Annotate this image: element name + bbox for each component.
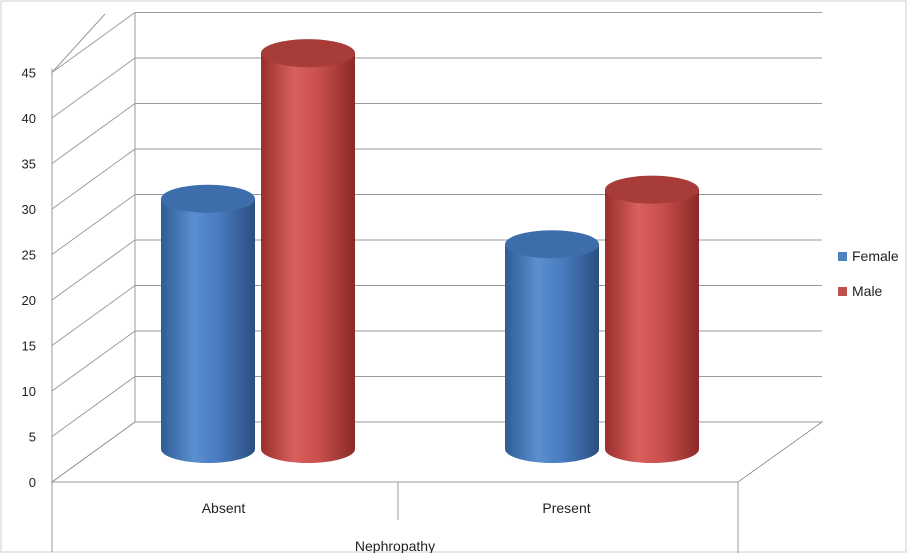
y-tick-label: 5 [29,430,36,445]
x-category-label: Absent [202,500,246,516]
bar-female-present [505,230,599,463]
bar-body [261,53,355,464]
y-tick-label: 20 [22,293,36,308]
y-tick-label: 35 [22,157,36,172]
bar-top [261,39,355,68]
wall-diagonal [51,376,136,437]
legend-label: Male [852,283,883,299]
y-tick-label: 25 [22,248,36,263]
bars [161,39,699,464]
wall-diagonal [51,148,136,210]
wall-diagonal [51,330,136,392]
wall-diagonal [51,285,136,346]
wall-diagonal [51,57,136,119]
bar-top [505,230,599,259]
x-axis: Absent Present Nephropathy [202,482,591,553]
bar-body [161,198,255,463]
floor [50,421,824,483]
y-tick-label: 40 [22,111,36,126]
wall-diagonal [51,103,136,164]
y-tick-label: 0 [29,475,36,490]
legend: Female Male [838,248,899,299]
y-tick-label: 10 [22,384,36,399]
legend-swatch [838,252,847,261]
bar-body [605,189,699,463]
y-tick-label: 15 [22,339,36,354]
bar-male-present [605,175,699,463]
bar-body [505,244,599,463]
x-axis-title: Nephropathy [355,538,435,553]
y-tick-label: 45 [22,66,36,81]
wall-diagonal [51,239,136,301]
legend-swatch [838,287,847,296]
wall-top [51,13,106,73]
x-category-label: Present [542,500,590,516]
bar-top [605,175,699,204]
wall-diagonal [51,12,136,73]
bar-top [161,184,255,213]
bar-female-absent [161,184,255,463]
y-tick-label: 30 [22,202,36,217]
y-axis: 0 5 10 15 20 25 30 35 40 45 [22,66,36,491]
legend-label: Female [852,248,899,264]
bar-male-absent [261,39,355,464]
wall-diagonal [51,194,136,255]
